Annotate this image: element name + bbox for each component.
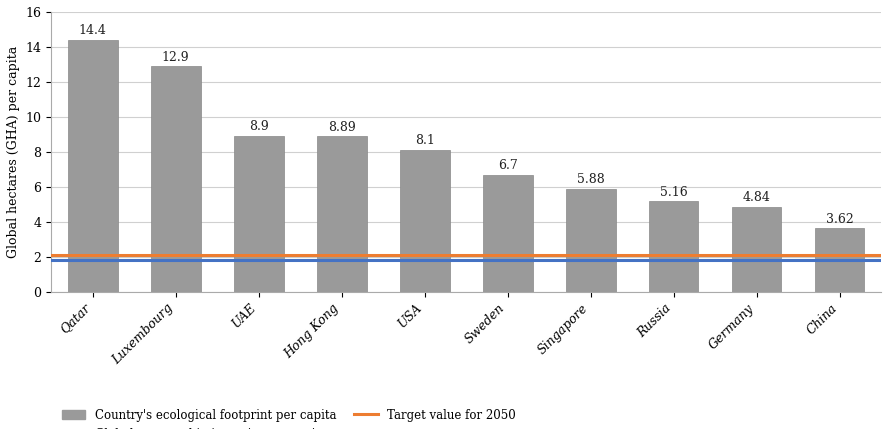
Text: 4.84: 4.84 (742, 191, 771, 205)
Bar (814, 228, 864, 292)
Text: 5.16: 5.16 (660, 186, 687, 199)
Bar (483, 175, 533, 292)
Text: 8.9: 8.9 (249, 121, 268, 133)
Bar (649, 202, 699, 292)
Text: 3.62: 3.62 (826, 213, 853, 226)
Text: 8.1: 8.1 (415, 134, 434, 148)
Text: 5.88: 5.88 (576, 173, 605, 186)
Text: 8.89: 8.89 (328, 121, 355, 134)
Legend: Country's ecological footprint per capita, Global average bio-intensity per capi: Country's ecological footprint per capit… (57, 404, 520, 429)
Bar (234, 136, 283, 292)
Y-axis label: Global hectares (GHA) per capita: Global hectares (GHA) per capita (7, 46, 20, 258)
Bar (566, 189, 615, 292)
Bar (400, 150, 449, 292)
Bar (317, 136, 367, 292)
Bar (151, 66, 201, 292)
Bar (732, 207, 781, 292)
Text: 14.4: 14.4 (79, 24, 107, 37)
Text: 12.9: 12.9 (162, 51, 189, 63)
Bar (67, 40, 117, 292)
Text: 6.7: 6.7 (498, 159, 518, 172)
